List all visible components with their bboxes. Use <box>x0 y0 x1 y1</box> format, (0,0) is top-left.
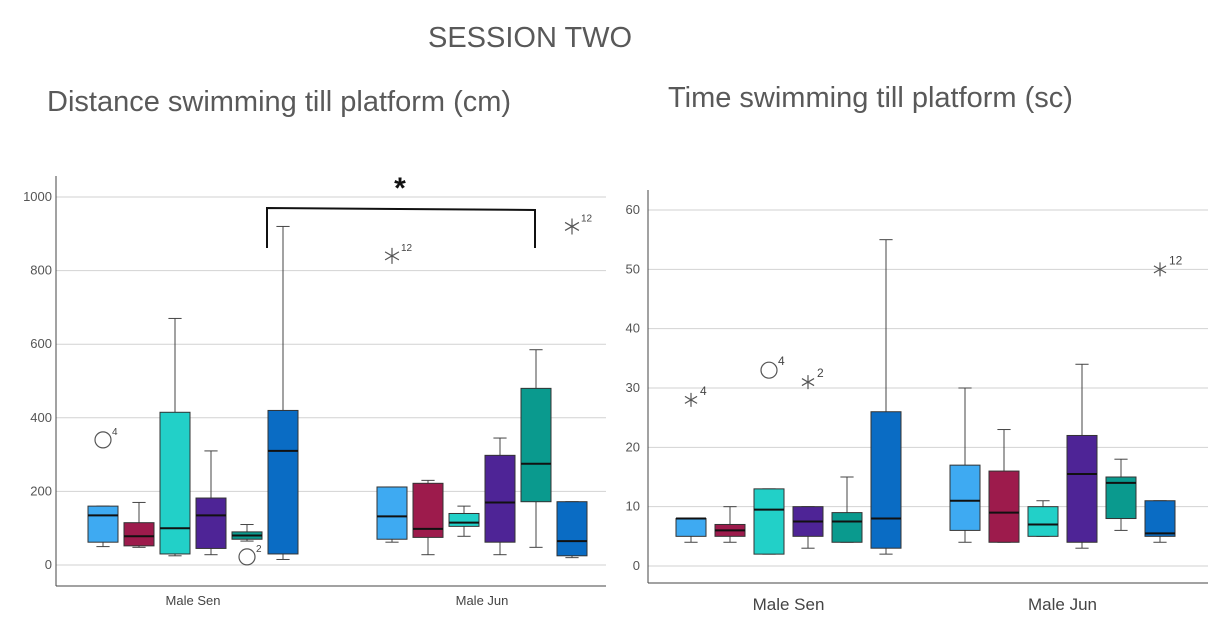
outlier-label: 4 <box>700 384 707 398</box>
y-tick-label: 800 <box>30 263 52 278</box>
x-category-label: Male Jun <box>1028 595 1097 614</box>
outlier-star <box>564 218 580 235</box>
box-male-jun <box>1066 434 1098 543</box>
box-male-jun <box>1144 500 1176 537</box>
outlier-label: 4 <box>112 427 118 438</box>
time-chart-title: Time swimming till platform (sc) <box>668 82 1073 114</box>
outlier-star <box>384 247 400 264</box>
box-male-sen <box>753 488 785 555</box>
outlier-circle <box>760 361 778 379</box>
box-male-jun <box>1027 506 1059 537</box>
y-tick-label: 200 <box>30 483 52 498</box>
session-title: SESSION TWO <box>428 22 633 54</box>
y-tick-label: 40 <box>626 321 640 336</box>
y-tick-label: 0 <box>633 558 640 573</box>
box-male-jun <box>376 486 408 540</box>
outlier-label: 12 <box>581 213 593 224</box>
x-category-label: Male Sen <box>753 595 825 614</box>
y-tick-label: 400 <box>30 410 52 425</box>
outlier-circle <box>238 548 256 566</box>
outlier-circle <box>94 431 112 449</box>
box-male-sen <box>831 512 863 543</box>
box-male-sen <box>675 518 707 537</box>
distance-chart-title: Distance swimming till platform (cm) <box>47 86 512 118</box>
y-tick-label: 0 <box>45 557 52 572</box>
box-male-sen <box>267 409 299 555</box>
y-tick-label: 10 <box>626 499 640 514</box>
outlier-label: 12 <box>1169 253 1183 267</box>
outlier-star <box>1153 262 1167 277</box>
box-male-sen <box>87 505 119 543</box>
box-male-sen <box>159 411 191 555</box>
y-tick-label: 60 <box>626 202 640 217</box>
y-tick-label: 50 <box>626 261 640 276</box>
box-male-jun <box>988 470 1020 543</box>
box-male-jun <box>484 454 516 543</box>
box-male-jun <box>949 464 981 531</box>
outlier-label: 2 <box>817 366 824 380</box>
outlier-label: 2 <box>256 544 262 555</box>
outlier-star <box>684 392 698 407</box>
y-tick-label: 600 <box>30 336 52 351</box>
outlier-star <box>801 375 815 390</box>
outlier-label: 12 <box>401 243 413 254</box>
box-male-jun <box>556 501 588 557</box>
outlier-label: 4 <box>778 354 785 368</box>
box-male-sen <box>870 411 902 549</box>
x-category-label: Male Sen <box>166 593 221 608</box>
y-tick-label: 30 <box>626 380 640 395</box>
y-tick-label: 20 <box>626 439 640 454</box>
significance-bracket <box>266 206 536 248</box>
box-male-sen <box>123 522 155 547</box>
y-tick-label: 1000 <box>23 189 52 204</box>
box-male-jun <box>520 387 552 503</box>
significance-label: * <box>394 172 406 205</box>
x-category-label: Male Jun <box>456 593 509 608</box>
box-male-sen <box>195 497 227 549</box>
